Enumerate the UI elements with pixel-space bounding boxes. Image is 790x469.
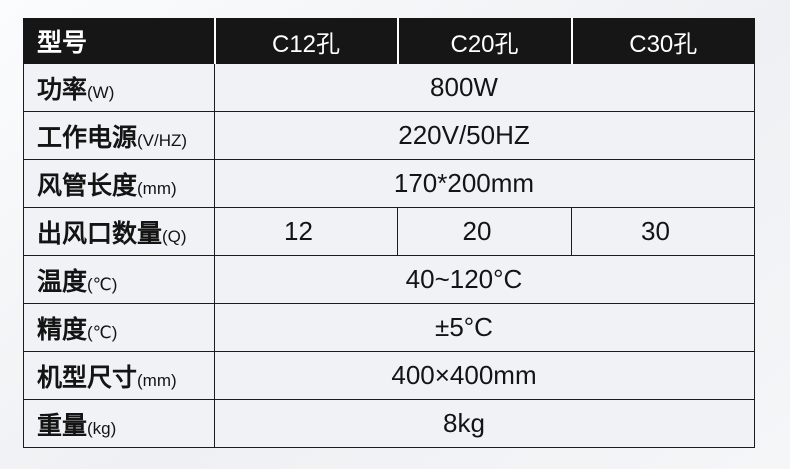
precision-label: 精度	[37, 315, 88, 344]
weight-label-cell: 重量(kg)	[23, 399, 215, 448]
outlet-count-unit: (Q)	[162, 226, 187, 246]
weight-unit: (kg)	[87, 418, 117, 438]
dimensions-unit: (mm)	[137, 370, 177, 390]
power-supply-label: 工作电源	[37, 123, 138, 152]
power-unit: (W)	[87, 82, 115, 102]
model-header-cell: 型号	[23, 18, 215, 64]
precision-value: ±5°C	[214, 303, 755, 352]
power-supply-value: 220V/50HZ	[214, 111, 755, 160]
power-row: 功率(W) 800W	[23, 63, 755, 112]
outlet-count-label-cell: 出风口数量(Q)	[23, 207, 215, 256]
weight-label: 重量	[37, 411, 88, 440]
product-spec-table: 型号 C12孔 C20孔 C30孔 功率(W) 800W 工作电源(V/HZ) …	[23, 18, 755, 448]
column-header-c12: C12孔	[213, 18, 398, 64]
outlet-count-row: 出风口数量(Q) 12 20 30	[23, 207, 755, 256]
power-supply-row: 工作电源(V/HZ) 220V/50HZ	[23, 111, 755, 160]
duct-length-label-cell: 风管长度(mm)	[23, 159, 215, 208]
dimensions-value: 400×400mm	[214, 351, 755, 400]
spec-table-container: 型号 C12孔 C20孔 C30孔 功率(W) 800W 工作电源(V/HZ) …	[23, 18, 755, 448]
dimensions-label: 机型尺寸	[37, 363, 138, 392]
temperature-label: 温度	[37, 267, 88, 296]
header-row: 型号 C12孔 C20孔 C30孔	[23, 18, 755, 64]
duct-length-row: 风管长度(mm) 170*200mm	[23, 159, 755, 208]
power-supply-label-cell: 工作电源(V/HZ)	[23, 111, 215, 160]
dimensions-row: 机型尺寸(mm) 400×400mm	[23, 351, 755, 400]
temperature-label-cell: 温度(℃)	[23, 255, 215, 304]
temperature-value: 40~120°C	[214, 255, 755, 304]
temperature-row: 温度(℃) 40~120°C	[23, 255, 755, 304]
outlet-count-c12-value: 12	[214, 207, 398, 256]
outlet-count-c20-value: 20	[397, 207, 572, 256]
column-header-c30: C30孔	[570, 18, 755, 64]
duct-length-label: 风管长度	[37, 171, 138, 200]
dimensions-label-cell: 机型尺寸(mm)	[23, 351, 215, 400]
power-label: 功率	[37, 75, 88, 104]
precision-unit: (℃)	[87, 322, 118, 342]
power-supply-unit: (V/HZ)	[137, 130, 188, 150]
power-label-cell: 功率(W)	[23, 63, 215, 112]
weight-row: 重量(kg) 8kg	[23, 399, 755, 448]
duct-length-value: 170*200mm	[214, 159, 755, 208]
power-value: 800W	[214, 63, 755, 112]
duct-length-unit: (mm)	[137, 178, 177, 198]
precision-row: 精度(℃) ±5°C	[23, 303, 755, 352]
precision-label-cell: 精度(℃)	[23, 303, 215, 352]
outlet-count-label: 出风口数量	[37, 219, 163, 248]
column-header-c20: C20孔	[396, 18, 572, 64]
temperature-unit: (℃)	[87, 274, 118, 294]
weight-value: 8kg	[214, 399, 755, 448]
outlet-count-c30-value: 30	[571, 207, 755, 256]
